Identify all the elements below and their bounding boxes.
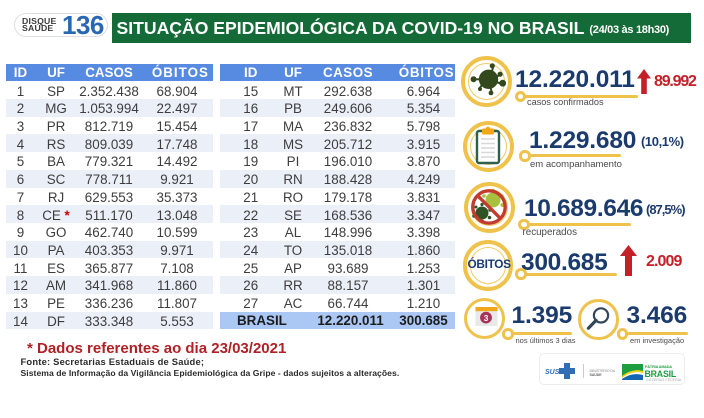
svg-text:3: 3	[483, 313, 488, 323]
